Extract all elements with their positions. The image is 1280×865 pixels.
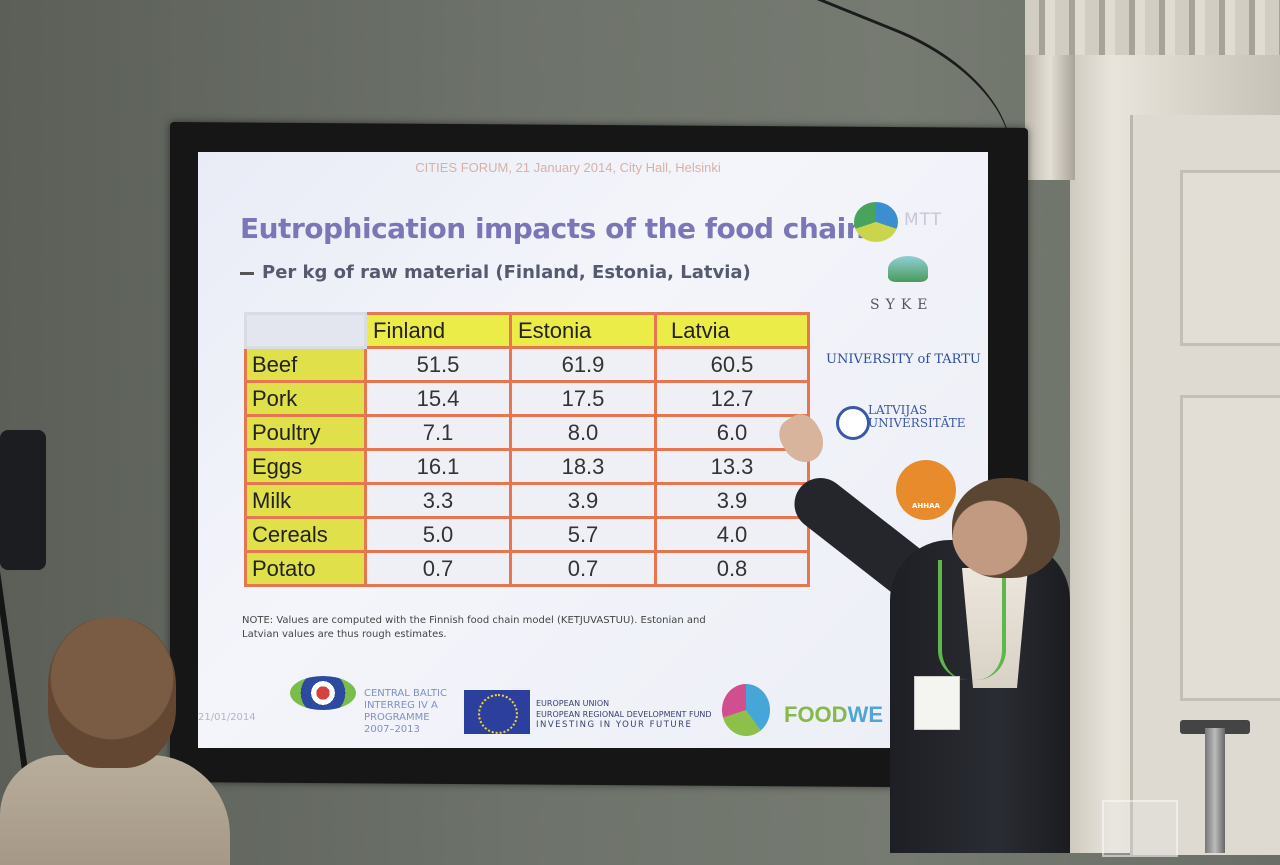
- ahhaa-logo-icon: [896, 460, 956, 520]
- projected-slide: CITIES FORUM, 21 January 2014, City Hall…: [198, 152, 988, 748]
- cell-value: 18.3: [509, 448, 657, 485]
- table-row: Pork 15.4 17.5 12.7: [244, 380, 810, 417]
- table-row: Milk 3.3 3.9 3.9: [244, 482, 810, 519]
- cb-line: PROGRAMME: [364, 712, 430, 723]
- cell-value: 0.7: [509, 550, 657, 587]
- cell-value: 60.5: [654, 346, 810, 383]
- column-header-latvia: Latvia: [654, 312, 810, 349]
- latvia-line-1: LATVIJAS: [868, 403, 928, 417]
- slide-date: 21/01/2014: [198, 712, 256, 723]
- mtt-logo-text: MTT: [904, 210, 943, 230]
- row-label: Milk: [244, 482, 367, 519]
- central-baltic-text: CENTRAL BALTIC INTERREG IV A PROGRAMME 2…: [364, 688, 447, 736]
- eu-line: INVESTING IN YOUR FUTURE: [536, 720, 693, 730]
- cb-line: 2007–2013: [364, 724, 420, 735]
- cell-value: 3.3: [364, 482, 512, 519]
- stand-pole: [1205, 728, 1225, 853]
- cell-value: 16.1: [364, 448, 512, 485]
- subtitle-text: Per kg of raw material (Finland, Estonia…: [262, 262, 751, 283]
- cell-value: 17.5: [509, 380, 657, 417]
- foodweb-logo-icon: [722, 684, 770, 736]
- door-inset-lower: [1180, 395, 1280, 701]
- syke-logo-icon: [888, 256, 928, 282]
- cell-value: 7.1: [364, 414, 512, 451]
- table-row: Beef 51.5 61.9 60.5: [244, 346, 810, 383]
- foodweb-logo-text: FOODWE: [784, 702, 883, 728]
- column-header-finland: Finland: [364, 312, 512, 349]
- row-label: Eggs: [244, 448, 367, 485]
- table-row: Potato 0.7 0.7 0.8: [244, 550, 810, 587]
- ahhaa-logo-text: AHHAA: [912, 502, 940, 510]
- presenter-head: [952, 478, 1060, 578]
- syke-logo-text: SYKE: [870, 297, 934, 313]
- loudspeaker: [0, 430, 46, 570]
- slide-subtitle: Per kg of raw material (Finland, Estonia…: [240, 262, 751, 283]
- foodweb-text-a: FOOD: [784, 702, 848, 727]
- foodweb-text-b: WE: [847, 702, 884, 727]
- cell-value: 8.0: [509, 414, 657, 451]
- cell-value: 15.4: [364, 380, 512, 417]
- water-glass: [1102, 800, 1178, 857]
- central-baltic-logo-icon: [290, 676, 356, 710]
- table-row: Cereals 5.0 5.7 4.0: [244, 516, 810, 553]
- dash-bullet: [240, 271, 254, 275]
- audience-member-head: [48, 618, 176, 768]
- lanyard: [938, 560, 1006, 680]
- eu-line: EUROPEAN REGIONAL DEVELOPMENT FUND: [536, 710, 712, 719]
- cell-value: 3.9: [654, 482, 810, 519]
- eu-line: EUROPEAN UNION: [536, 699, 610, 708]
- table-corner-cell: [244, 312, 367, 349]
- cell-value: 12.7: [654, 380, 810, 417]
- column-header-estonia: Estonia: [509, 312, 657, 349]
- latvia-university-text: LATVIJAS UNIVERSITĀTE: [868, 404, 966, 430]
- conference-header: CITIES FORUM, 21 January 2014, City Hall…: [415, 160, 721, 175]
- cell-value: 0.7: [364, 550, 512, 587]
- row-label: Potato: [244, 550, 367, 587]
- cell-value: 4.0: [654, 516, 810, 553]
- cb-line: INTERREG IV A: [364, 700, 438, 711]
- table-row: Eggs 16.1 18.3 13.3: [244, 448, 810, 485]
- name-badge: [914, 676, 960, 730]
- mtt-logo-icon: [854, 202, 898, 242]
- audience-member-body: [0, 755, 230, 865]
- eu-flag-icon: [464, 690, 530, 734]
- slide-note: NOTE: Values are computed with the Finni…: [242, 615, 706, 640]
- cell-value: 5.0: [364, 516, 512, 553]
- table-header-row: Finland Estonia Latvia: [244, 312, 810, 349]
- row-label: Pork: [244, 380, 367, 417]
- slide-title: Eutrophication impacts of the food chain: [240, 212, 866, 245]
- cb-line: CENTRAL BALTIC: [364, 688, 447, 699]
- cell-value: 3.9: [509, 482, 657, 519]
- cell-value: 0.8: [654, 550, 810, 587]
- table-row: Poultry 7.1 8.0 6.0: [244, 414, 810, 451]
- row-label: Beef: [244, 346, 367, 383]
- latvia-line-2: UNIVERSITĀTE: [868, 416, 966, 430]
- row-label: Poultry: [244, 414, 367, 451]
- latvia-university-seal-icon: [836, 406, 870, 440]
- eu-text: EUROPEAN UNION EUROPEAN REGIONAL DEVELOP…: [536, 698, 712, 731]
- row-label: Cereals: [244, 516, 367, 553]
- door-inset-upper: [1180, 170, 1280, 346]
- stand-top: [1180, 720, 1250, 734]
- cornice: [1025, 0, 1280, 55]
- cell-value: 61.9: [509, 346, 657, 383]
- cell-value: 51.5: [364, 346, 512, 383]
- eu-stars-icon: [478, 694, 518, 734]
- tartu-logo-text: UNIVERSITY of TARTU: [826, 352, 981, 367]
- eutrophication-table: Finland Estonia Latvia Beef 51.5 61.9 60…: [244, 312, 810, 587]
- cell-value: 13.3: [654, 448, 810, 485]
- cell-value: 5.7: [509, 516, 657, 553]
